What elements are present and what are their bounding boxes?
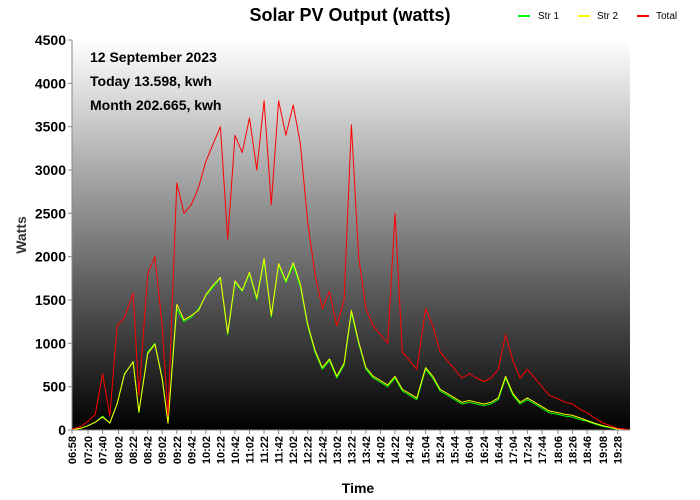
x-tick-label: 17:24 [522,435,534,464]
x-tick-label: 19:08 [598,436,610,464]
x-tick-label: 10:22 [215,436,227,464]
x-tick-label: 14:02 [375,436,387,464]
x-tick-label: 13:02 [332,436,344,464]
x-tick-label: 18:26 [568,436,580,464]
x-tick-label: 17:44 [537,435,549,464]
series-line-str-2 [71,257,631,431]
y-tick-label: 1500 [35,292,66,308]
x-tick-label: 12:02 [288,436,300,464]
y-tick-label: 2500 [35,205,66,221]
x-tick-label: 09:22 [172,436,184,464]
x-tick-label: 16:44 [493,435,505,464]
x-tick-label: 08:22 [128,436,140,464]
y-axis-label: Watts [13,216,29,254]
x-tick-label: 08:42 [143,436,155,464]
x-tick-label: 07:20 [83,436,95,464]
x-tick-label: 13:22 [346,436,358,464]
x-tick-label: 15:24 [435,435,447,464]
y-tick-label: 0 [58,422,66,438]
x-tick-label: 12:22 [303,436,315,464]
x-tick-label: 09:42 [186,436,198,464]
annotation-today: Today 13.598, kwh [90,73,212,89]
x-tick-label: 12:42 [317,436,329,464]
x-tick-label: 16:24 [479,435,491,464]
x-tick-label: 16:04 [464,435,476,464]
y-tick-label: 1000 [35,335,66,351]
y-ticks: 0 500 1000 1500 2000 2500 3000 3500 4000 4500 [35,32,72,438]
chart-title: Solar PV Output (watts) [249,5,450,25]
x-tick-label: 11:22 [259,436,271,464]
x-tick-label: 06:58 [67,436,79,464]
x-tick-label: 14:22 [390,436,402,464]
x-tick-label: 13:42 [361,436,373,464]
annotation-month: Month 202.665, kwh [90,97,221,113]
series-layer [71,100,631,431]
y-tick-label: 2000 [35,249,66,265]
legend: Str 1 Str 2 Total [518,11,677,22]
y-tick-label: 4000 [35,75,66,91]
legend-label-str1: Str 1 [538,11,560,22]
x-tick-label: 10:02 [201,436,213,464]
x-tick-label: 08:02 [114,436,126,464]
series-line-total [71,100,631,431]
legend-label-total: Total [656,11,677,22]
x-tick-label: 18:46 [582,436,594,464]
y-tick-label: 3500 [35,119,66,135]
y-tick-label: 500 [43,379,67,395]
legend-label-str2: Str 2 [597,11,619,22]
y-tick-label: 4500 [35,32,66,48]
x-tick-label: 14:42 [405,436,417,464]
y-tick-label: 3000 [35,162,66,178]
x-ticks: 06:58 07:20 07:40 08:02 08:22 08:42 09:02 09:22… [67,430,625,464]
x-tick-label: 15:44 [450,435,462,464]
x-tick-label: 11:42 [274,436,286,464]
x-tick-label: 11:02 [245,436,257,464]
annotation-date: 12 September 2023 [90,49,217,65]
x-tick-label: 19:28 [613,436,625,464]
x-tick-label: 07:40 [98,436,110,464]
x-tick-label: 10:42 [230,436,242,464]
x-axis-label: Time [342,480,375,496]
x-tick-label: 18:06 [553,436,565,464]
x-tick-label: 17:04 [508,435,520,464]
x-tick-label: 09:02 [157,436,169,464]
x-tick-label: 15:04 [421,435,433,464]
